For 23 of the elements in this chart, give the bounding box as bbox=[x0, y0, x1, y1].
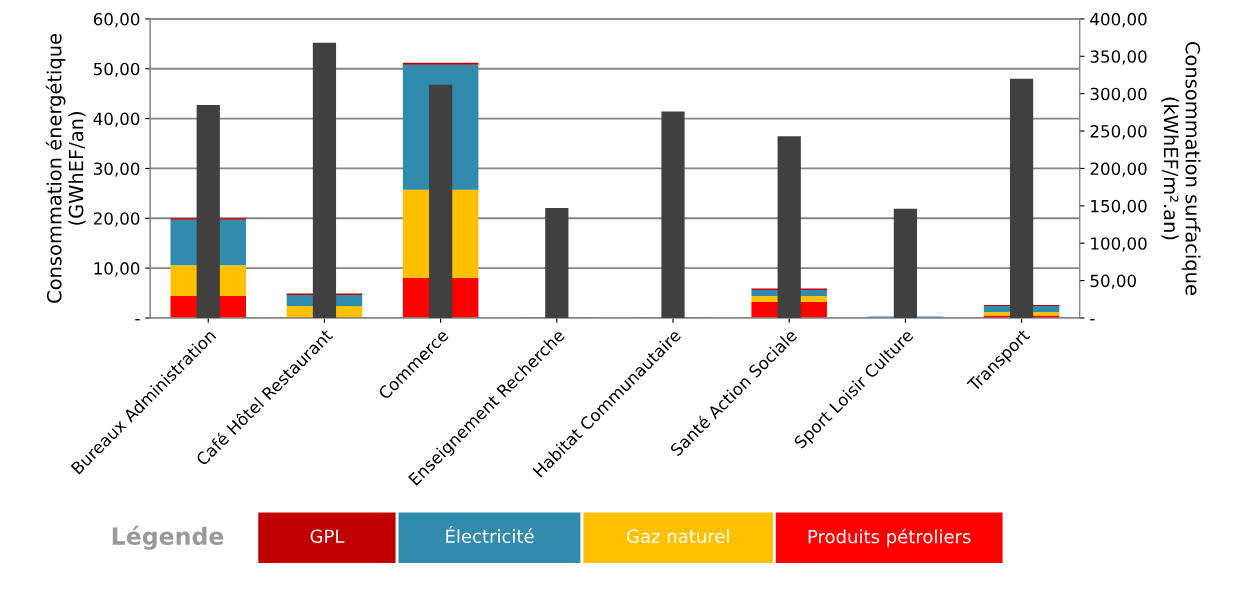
y2-tick-label: 400,00 bbox=[1090, 12, 1147, 28]
y2-tick-label: - bbox=[1090, 319, 1095, 321]
y2-axis-title: Consommation surfacique (kWhEF/m².an) bbox=[1161, 42, 1201, 295]
y2-tick-label: 200,00 bbox=[1090, 162, 1147, 177]
y-axis-title: Consommation énergétique (GWhEF/an) bbox=[45, 34, 86, 303]
y-tick-label: 50,00 bbox=[94, 62, 140, 78]
y2-tick-label: 100,00 bbox=[1091, 237, 1147, 252]
legend-title: Légende bbox=[112, 525, 224, 550]
y-tick-label: 60,00 bbox=[93, 12, 140, 28]
y2-tick-label: 50,00 bbox=[1090, 274, 1136, 289]
y2-tick-label: 350,00 bbox=[1090, 50, 1147, 65]
y-tick-label: 40,00 bbox=[93, 112, 140, 127]
text: Électricité bbox=[446, 526, 534, 544]
text: Produits pétroliers bbox=[808, 528, 971, 547]
y-tick-label: 30,00 bbox=[94, 162, 140, 177]
y-tick-label: 10,00 bbox=[94, 262, 140, 277]
y-tick-label: 20,00 bbox=[93, 212, 140, 227]
y2-tick-label: 250,00 bbox=[1090, 125, 1147, 140]
text: GPL bbox=[310, 529, 345, 544]
y2-tick-label: 150,00 bbox=[1091, 199, 1147, 215]
text: Gaz naturel bbox=[627, 529, 729, 544]
y-tick-label: - bbox=[135, 319, 140, 321]
y2-tick-label: 300,00 bbox=[1090, 87, 1147, 102]
